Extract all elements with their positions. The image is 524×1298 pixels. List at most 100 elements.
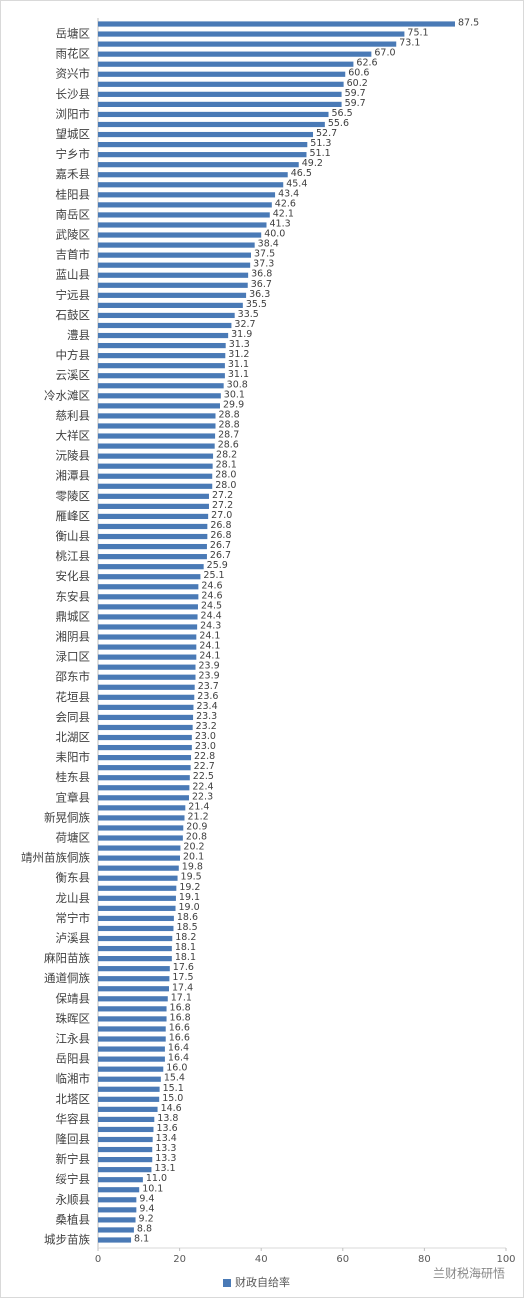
value-label: 31.2 <box>228 349 249 360</box>
bar <box>98 31 405 37</box>
y-tick-label: 湘潭县 <box>56 469 91 483</box>
value-label: 25.1 <box>203 570 224 581</box>
value-label: 29.9 <box>223 399 244 410</box>
value-label: 23.7 <box>198 681 219 692</box>
y-tick-label: 北塔区 <box>56 1092 91 1106</box>
value-label: 16.6 <box>169 1033 190 1044</box>
y-tick-label: 江永县 <box>56 1032 91 1046</box>
bar <box>98 765 191 771</box>
bar <box>98 111 329 118</box>
bar <box>98 1207 137 1213</box>
value-label: 24.6 <box>201 590 222 601</box>
value-label: 30.8 <box>227 379 248 390</box>
y-tick-label: 绥宁县 <box>56 1172 91 1186</box>
bar <box>98 1086 160 1092</box>
value-label: 8.1 <box>134 1234 149 1245</box>
bar <box>98 785 190 791</box>
value-label: 26.8 <box>210 520 231 531</box>
y-tick-label: 冷水滩区 <box>44 388 90 402</box>
value-label: 18.2 <box>175 932 196 943</box>
value-label: 13.6 <box>156 1123 177 1134</box>
bar <box>98 373 225 379</box>
y-tick-label: 雨花区 <box>56 47 91 61</box>
value-label: 24.5 <box>201 600 222 611</box>
bar <box>98 262 251 268</box>
y-tick-label: 隆回县 <box>56 1132 91 1146</box>
y-tick-label: 北湖区 <box>56 730 91 744</box>
bar <box>98 755 192 761</box>
bar <box>98 986 169 992</box>
value-label: 23.3 <box>196 711 217 722</box>
y-tick-label: 慈利县 <box>56 408 91 422</box>
y-tick-label: 通道侗族 <box>44 971 90 985</box>
y-tick-label: 宜章县 <box>56 790 91 804</box>
bar <box>98 232 262 238</box>
y-tick-label: 岳阳县 <box>56 1052 91 1066</box>
bar <box>98 885 177 891</box>
y-tick-label: 龙山县 <box>56 891 91 905</box>
value-label: 41.3 <box>270 218 291 229</box>
value-label: 26.7 <box>210 540 231 551</box>
bar <box>98 1177 143 1183</box>
value-label: 67.0 <box>374 48 395 59</box>
bar <box>98 554 207 560</box>
y-tick-label: 石鼓区 <box>56 308 91 322</box>
bar <box>98 956 172 962</box>
bar <box>98 935 173 942</box>
y-tick-label: 荷塘区 <box>56 831 91 845</box>
bar <box>98 41 397 47</box>
value-label: 52.7 <box>316 128 337 139</box>
value-label: 15.1 <box>163 1083 184 1094</box>
value-label: 62.6 <box>356 58 377 69</box>
value-label: 22.3 <box>192 791 213 802</box>
bar <box>98 543 207 550</box>
value-label: 31.3 <box>229 339 250 350</box>
value-label: 60.6 <box>348 68 369 79</box>
legend-swatch <box>223 1279 231 1287</box>
y-tick-label: 衡山县 <box>56 529 91 543</box>
value-label: 10.1 <box>142 1183 163 1194</box>
value-label: 23.0 <box>195 731 216 742</box>
bar <box>98 51 372 57</box>
value-label: 20.1 <box>183 852 204 863</box>
bar <box>98 634 197 640</box>
bar <box>98 1227 134 1233</box>
value-label: 56.5 <box>332 108 353 119</box>
bar <box>98 353 226 359</box>
bar <box>98 302 243 308</box>
value-label: 59.7 <box>345 88 366 99</box>
value-label: 51.1 <box>309 148 330 159</box>
y-tick-label: 资兴市 <box>56 67 91 81</box>
value-label: 75.1 <box>407 28 428 39</box>
bar <box>98 533 208 540</box>
bar <box>98 463 213 469</box>
value-label: 87.5 <box>458 18 479 29</box>
value-label: 18.6 <box>177 912 198 923</box>
bar <box>98 1187 140 1193</box>
bar <box>98 282 248 288</box>
bar <box>98 815 185 821</box>
value-label: 28.8 <box>219 409 240 420</box>
y-tick-label: 宁远县 <box>56 288 91 302</box>
bar <box>98 905 176 911</box>
value-label: 9.4 <box>139 1193 154 1204</box>
value-label: 16.4 <box>168 1043 189 1054</box>
bar <box>98 121 325 128</box>
bar <box>98 594 199 600</box>
value-label: 15.4 <box>164 1073 185 1084</box>
y-tick-label: 渌口区 <box>56 650 91 664</box>
value-label: 16.4 <box>168 1053 189 1064</box>
value-label: 25.9 <box>207 560 228 571</box>
bar <box>98 1167 152 1173</box>
value-label: 59.7 <box>345 98 366 109</box>
value-label: 35.5 <box>246 299 267 310</box>
y-tick-label: 中方县 <box>56 348 91 362</box>
bar <box>98 945 172 952</box>
bar <box>98 332 229 339</box>
bar <box>98 976 170 982</box>
x-tick-label: 60 <box>336 1254 349 1265</box>
value-label: 22.7 <box>194 761 215 772</box>
value-label: 17.4 <box>172 982 193 993</box>
value-label: 13.8 <box>157 1113 178 1124</box>
